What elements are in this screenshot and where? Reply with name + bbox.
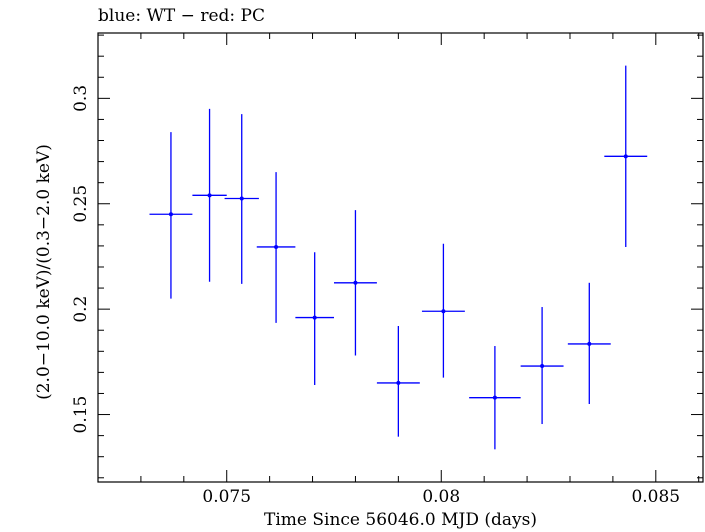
data-point	[567, 282, 611, 405]
plot-frame	[97, 32, 704, 483]
y-tick-label: 0.3	[71, 85, 91, 112]
point-marker	[441, 309, 446, 314]
point-marker	[587, 341, 592, 346]
data-point	[149, 132, 193, 299]
data-point	[520, 307, 564, 425]
point-marker	[274, 244, 279, 249]
data-point	[224, 114, 259, 284]
y-tick-label: 0.15	[71, 396, 91, 434]
chart-title: blue: WT − red: PC	[98, 6, 265, 26]
x-tick-label: 0.08	[422, 487, 460, 507]
data-point	[333, 210, 377, 356]
axis-ticks	[97, 33, 703, 482]
data-point	[604, 65, 648, 247]
data-point	[295, 252, 334, 386]
point-marker	[168, 212, 173, 217]
y-tick-label: 0.25	[71, 185, 91, 223]
data-points	[149, 65, 648, 450]
data-point	[469, 346, 521, 450]
point-marker	[239, 196, 244, 201]
point-marker	[312, 315, 317, 320]
tick-labels: 0.075 0.08 0.085 0.15 0.2 0.25 0.3	[71, 85, 680, 507]
point-marker	[207, 193, 212, 198]
data-point	[421, 243, 465, 378]
x-tick-label: 0.085	[631, 487, 680, 507]
point-marker	[396, 380, 401, 385]
point-marker	[353, 280, 358, 285]
data-point	[192, 108, 227, 282]
x-axis-label: Time Since 56046.0 MJD (days)	[264, 510, 537, 530]
point-marker	[492, 395, 497, 400]
point-marker	[623, 154, 628, 159]
x-tick-label: 0.075	[202, 487, 251, 507]
data-point	[376, 326, 420, 437]
y-axis-label: (2.0−10.0 keV)/(0.3−2.0 keV)	[34, 144, 54, 400]
data-point	[256, 172, 296, 323]
point-marker	[540, 364, 545, 369]
y-tick-label: 0.2	[71, 296, 91, 323]
